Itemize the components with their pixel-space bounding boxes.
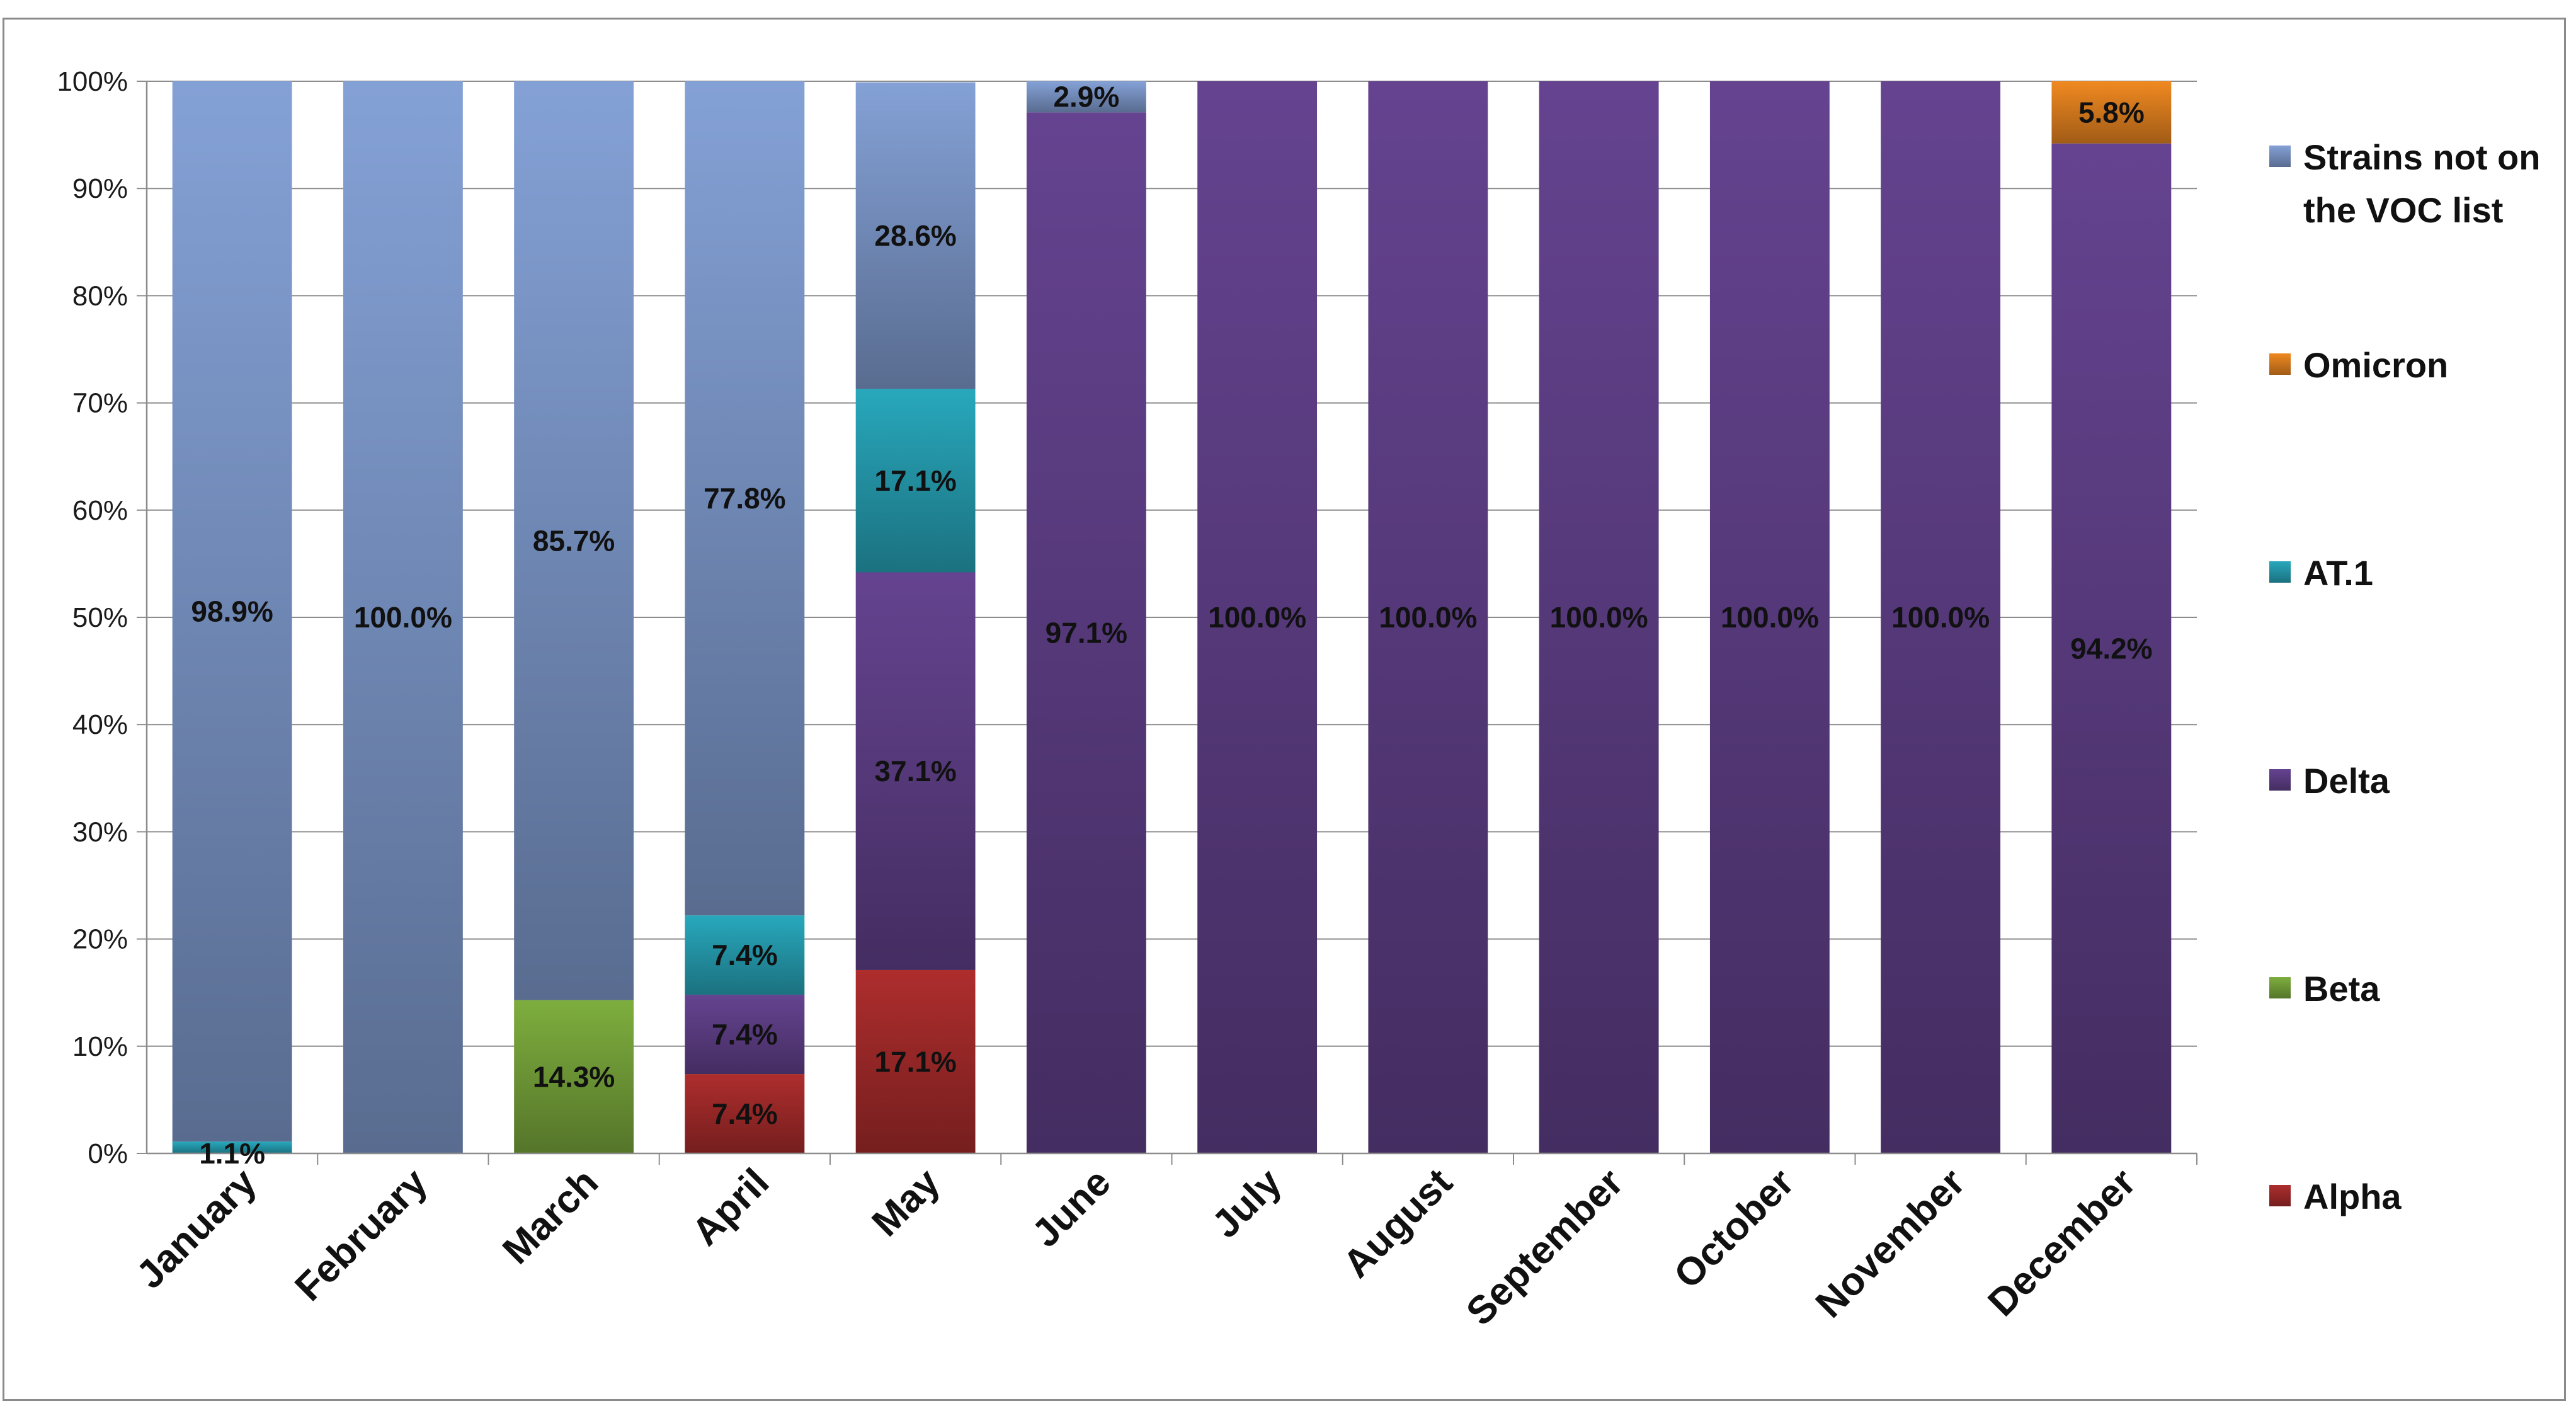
data-label: 100.0% <box>1379 601 1477 634</box>
y-tick-label: 90% <box>72 173 128 204</box>
bar-strains-not-on-the-voc-list-april <box>685 81 805 916</box>
y-axis-ticks: 0% 10% 20% 30% 40% 50% 60% 70% 80% 90% 100% <box>57 66 147 1169</box>
data-label: 94.2% <box>2070 632 2152 665</box>
bar-beta-march <box>514 1000 634 1153</box>
y-tick-label: 50% <box>72 602 128 633</box>
legend-label: Alpha <box>2303 1177 2402 1216</box>
bar-delta-may <box>855 572 976 970</box>
data-label: 100.0% <box>354 601 452 634</box>
data-label: 7.4% <box>712 1097 778 1130</box>
legend-swatch <box>2269 977 2291 998</box>
y-tick-label: 10% <box>72 1031 128 1062</box>
bar-at-1-january <box>172 1141 292 1153</box>
y-tick-label: 80% <box>72 280 128 311</box>
legend-label: Beta <box>2303 969 2380 1009</box>
data-label: 1.1% <box>199 1137 265 1170</box>
y-tick-label: 70% <box>72 388 128 419</box>
legend-label: Strains not on <box>2303 137 2540 177</box>
data-label: 5.8% <box>2078 96 2145 129</box>
bar-strains-not-on-the-voc-list-february <box>343 81 463 1153</box>
data-label: 98.9% <box>191 595 273 628</box>
bar-at-1-april <box>685 915 805 995</box>
data-label: 100.0% <box>1721 601 1819 634</box>
x-tick-label: September <box>1458 1160 1631 1334</box>
legend-item-alpha: Alpha <box>2269 1177 2402 1216</box>
x-tick-label: June <box>1024 1160 1119 1255</box>
legend-swatch <box>2269 146 2291 167</box>
bar-delta-october <box>1709 81 1830 1153</box>
data-label: 17.1% <box>874 1045 956 1078</box>
x-tick-label: August <box>1335 1160 1461 1286</box>
x-tick-label: January <box>128 1160 265 1297</box>
x-tick-label: April <box>684 1160 778 1254</box>
chart-frame: 0% 10% 20% 30% 40% 50% 60% 70% 80% 90% 100% Januar… <box>3 18 2566 1401</box>
bar-strains-not-on-the-voc-list-june <box>1026 81 1146 113</box>
x-tick-label: December <box>1980 1160 2144 1325</box>
data-label: 14.3% <box>533 1060 615 1093</box>
y-tick-label: 100% <box>57 66 128 97</box>
data-label: 97.1% <box>1046 617 1127 649</box>
legend-label: Delta <box>2303 761 2390 801</box>
bar-delta-september <box>1539 81 1659 1153</box>
bar-omicron-december <box>2051 81 2172 144</box>
legend-item-delta: Delta <box>2269 761 2390 801</box>
x-tick-label: October <box>1666 1160 1803 1297</box>
data-label: 85.7% <box>533 524 615 557</box>
data-label: 100.0% <box>1208 601 1306 634</box>
bar-strains-not-on-the-voc-list-march <box>514 81 634 1000</box>
x-tick-label: May <box>863 1160 948 1245</box>
bar-alpha-may <box>855 969 976 1153</box>
bar-strains-not-on-the-voc-list-january <box>172 81 292 1142</box>
legend-item-beta: Beta <box>2269 969 2380 1009</box>
bar-delta-april <box>685 995 805 1075</box>
data-label: 100.0% <box>1891 601 1990 634</box>
bar-delta-june <box>1026 112 1146 1153</box>
data-label: 37.1% <box>874 755 956 787</box>
legend-label: AT.1 <box>2303 553 2373 593</box>
y-tick-label: 60% <box>72 495 128 526</box>
bar-delta-july <box>1197 81 1318 1153</box>
bar-strains-not-on-the-voc-list-may <box>855 82 976 389</box>
legend-item-omicron: Omicron <box>2269 345 2448 385</box>
legend-item-at-1: AT.1 <box>2269 553 2373 593</box>
bar-delta-november <box>1881 81 2001 1153</box>
x-tick-label: March <box>494 1160 607 1272</box>
data-label: 7.4% <box>712 939 778 971</box>
bar-delta-december <box>2051 143 2172 1153</box>
data-label: 17.1% <box>874 464 956 497</box>
bar-at-1-may <box>855 389 976 573</box>
data-labels: 1.1% 98.9% 100.0% 14.3% 85.7% 7.4% 7.4% 7.4% 77.… <box>191 81 2152 1170</box>
y-tick-label: 20% <box>72 924 128 955</box>
y-tick-label: 0% <box>88 1138 128 1169</box>
bar-alpha-april <box>685 1074 805 1153</box>
gridlines <box>147 81 2197 1154</box>
x-axis-ticks: January February March April May June July Augu… <box>128 1153 2197 1334</box>
data-label: 2.9% <box>1053 81 1119 113</box>
legend-swatch <box>2269 769 2291 791</box>
y-tick-label: 30% <box>72 816 128 847</box>
legend-item-strains-not-on-the-voc-list: Strains not on the VOC list <box>2269 137 2540 230</box>
legend-label: Omicron <box>2303 345 2448 385</box>
stacked-bar-chart: 0% 10% 20% 30% 40% 50% 60% 70% 80% 90% 100% Januar… <box>57 66 2540 1334</box>
data-label: 77.8% <box>704 482 785 515</box>
legend-swatch <box>2269 561 2291 583</box>
x-tick-label: July <box>1204 1160 1291 1247</box>
data-label: 28.6% <box>874 219 956 252</box>
y-tick-label: 40% <box>72 709 128 740</box>
legend-label: the VOC list <box>2303 190 2503 230</box>
legend-swatch <box>2269 353 2291 375</box>
x-tick-label: November <box>1808 1160 1973 1326</box>
data-label: 7.4% <box>712 1018 778 1051</box>
data-label: 100.0% <box>1550 601 1648 634</box>
bars <box>172 81 2172 1153</box>
legend: Strains not on the VOC list Omicron AT.1 Del… <box>2269 137 2540 1216</box>
legend-swatch <box>2269 1185 2291 1206</box>
bar-delta-august <box>1368 81 1488 1153</box>
x-tick-label: February <box>287 1160 436 1310</box>
